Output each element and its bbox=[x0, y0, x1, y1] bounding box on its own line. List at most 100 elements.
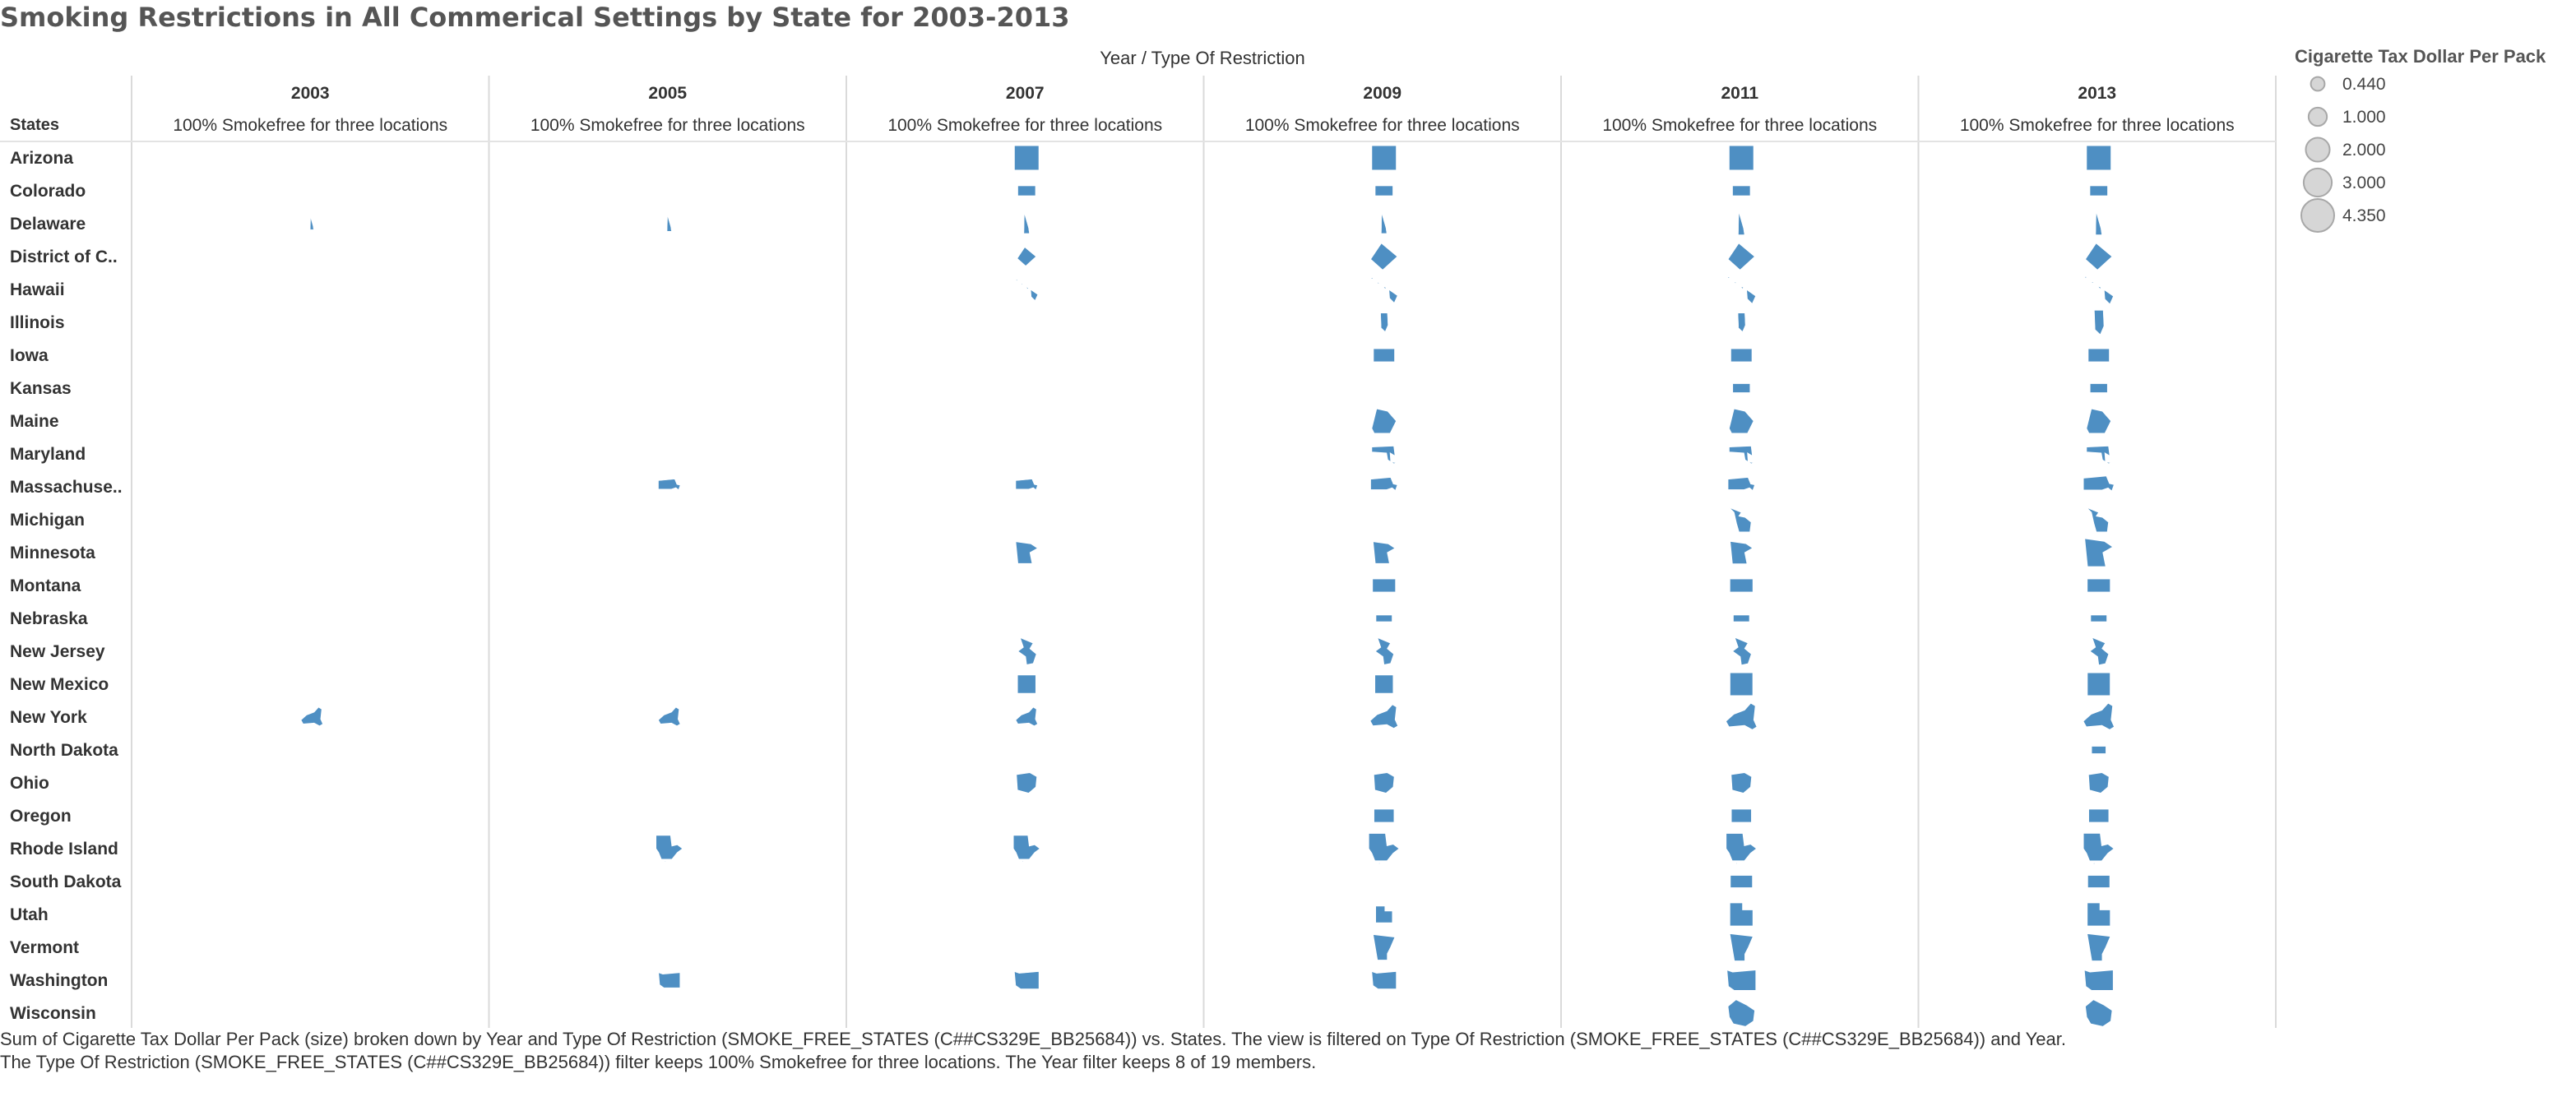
legend-size-mark bbox=[2302, 167, 2333, 198]
state-mark bbox=[1017, 247, 1037, 266]
state-mark bbox=[1730, 808, 1752, 823]
caption: Sum of Cigarette Tax Dollar Per Pack (si… bbox=[0, 1028, 2385, 1074]
state-mark bbox=[1726, 275, 1757, 305]
state-label: New Mexico bbox=[10, 675, 109, 694]
state-mark bbox=[1381, 212, 1388, 234]
state-mark bbox=[1733, 614, 1750, 622]
state-mark bbox=[1737, 312, 1746, 332]
state-label: Hawaii bbox=[10, 280, 65, 299]
state-label: Washington bbox=[10, 971, 108, 990]
state-mark bbox=[1375, 614, 1392, 622]
state-mark bbox=[1014, 279, 1039, 302]
state-mark bbox=[1728, 145, 1754, 171]
state-mark bbox=[1729, 672, 1754, 697]
state-mark bbox=[1371, 408, 1397, 434]
state-mark bbox=[2083, 475, 2115, 493]
restriction-header: 100% Smokefree for three locations bbox=[1245, 116, 1520, 135]
state-mark bbox=[2086, 446, 2113, 465]
state-label: Nebraska bbox=[10, 609, 88, 628]
state-mark bbox=[1017, 636, 1037, 666]
state-mark bbox=[1730, 349, 1753, 362]
row-labels: Arizona Colorado Delaware District of C.. Ha… bbox=[10, 149, 123, 1023]
state-mark bbox=[2089, 185, 2108, 197]
state-mark bbox=[1374, 808, 1395, 823]
legend-label: 0.440 bbox=[2342, 75, 2386, 94]
state-mark bbox=[1372, 579, 1397, 592]
legend-label: 4.350 bbox=[2342, 206, 2386, 225]
state-mark bbox=[657, 479, 681, 491]
state-mark bbox=[2084, 242, 2113, 271]
state-mark bbox=[2083, 275, 2115, 306]
year-header: 2013 bbox=[2078, 84, 2116, 103]
grid-lines bbox=[0, 76, 2277, 1028]
restriction-header: 100% Smokefree for three locations bbox=[1960, 116, 2235, 135]
state-mark bbox=[1731, 636, 1752, 666]
state-label: Utah bbox=[10, 905, 49, 924]
state-mark bbox=[2091, 746, 2106, 754]
state-mark bbox=[300, 706, 324, 727]
state-mark bbox=[1374, 636, 1395, 666]
state-mark bbox=[2087, 349, 2110, 362]
caption-line-1: Sum of Cigarette Tax Dollar Per Pack (si… bbox=[0, 1029, 2067, 1049]
state-marks bbox=[300, 145, 2115, 1027]
legend-size-mark bbox=[2300, 198, 2335, 233]
state-mark bbox=[1373, 541, 1396, 564]
state-label: South Dakota bbox=[10, 872, 122, 891]
state-mark bbox=[2087, 772, 2110, 794]
state-mark bbox=[2094, 309, 2105, 336]
legend-label: 1.000 bbox=[2342, 108, 2386, 127]
state-mark bbox=[310, 217, 314, 230]
state-mark bbox=[1016, 772, 1038, 794]
state-label: New York bbox=[10, 708, 87, 727]
state-label: Colorado bbox=[10, 182, 86, 201]
column-headers: 2003 100% Smokefree for three locations 20… bbox=[173, 84, 2234, 135]
state-mark bbox=[1726, 832, 1758, 865]
state-mark bbox=[1369, 276, 1398, 304]
state-label: Michigan bbox=[10, 511, 85, 530]
state-mark bbox=[1732, 185, 1751, 197]
state-mark bbox=[1369, 477, 1398, 492]
column-header-title: Year / Type Of Restriction bbox=[1100, 48, 1304, 68]
state-mark bbox=[1015, 706, 1039, 727]
state-mark bbox=[2087, 875, 2110, 888]
row-header-title: States bbox=[10, 116, 59, 134]
year-header: 2007 bbox=[1006, 84, 1045, 103]
state-label: New Jersey bbox=[10, 642, 105, 661]
state-mark bbox=[667, 215, 672, 232]
state-label: Iowa bbox=[10, 346, 49, 365]
state-mark bbox=[2086, 408, 2112, 434]
state-mark bbox=[2084, 999, 2113, 1027]
state-mark bbox=[1375, 905, 1393, 923]
state-mark bbox=[1013, 145, 1040, 171]
state-mark bbox=[2090, 614, 2107, 622]
state-mark bbox=[1729, 507, 1752, 533]
state-mark bbox=[1369, 242, 1398, 271]
state-label: Montana bbox=[10, 576, 81, 595]
state-mark bbox=[1728, 408, 1754, 434]
state-label: Minnesota bbox=[10, 544, 95, 562]
state-mark bbox=[1730, 772, 1753, 794]
state-mark bbox=[1015, 541, 1039, 564]
legend-size-mark bbox=[2307, 106, 2328, 127]
legend-size-mark bbox=[2305, 137, 2331, 163]
state-mark bbox=[1372, 933, 1396, 961]
state-mark bbox=[1371, 970, 1397, 989]
state-mark bbox=[1729, 579, 1754, 592]
state-mark bbox=[1371, 145, 1397, 171]
state-mark bbox=[1728, 446, 1755, 465]
state-mark bbox=[2083, 702, 2115, 730]
state-label: Wisconsin bbox=[10, 1004, 96, 1023]
state-label: Maine bbox=[10, 412, 59, 431]
state-mark bbox=[2095, 211, 2102, 236]
state-mark bbox=[2089, 383, 2108, 393]
state-mark bbox=[2083, 970, 2114, 991]
legend-label: 2.000 bbox=[2342, 141, 2386, 160]
state-label: Vermont bbox=[10, 938, 79, 957]
year-header: 2011 bbox=[1721, 84, 1758, 103]
state-mark bbox=[2083, 832, 2115, 865]
state-mark bbox=[1738, 211, 1745, 236]
state-mark bbox=[1730, 875, 1754, 888]
state-mark bbox=[2089, 636, 2110, 666]
state-mark bbox=[1015, 479, 1039, 491]
state-label: Maryland bbox=[10, 445, 86, 464]
